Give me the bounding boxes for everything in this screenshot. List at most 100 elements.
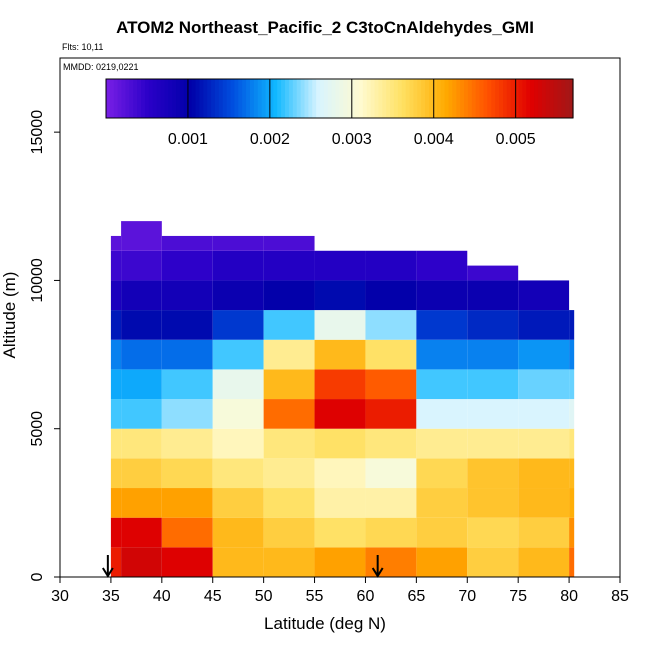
colorbar-swatch [522,79,527,118]
heatmap-cell [121,399,162,429]
colorbar-swatch [343,79,348,118]
colorbar-swatch [195,79,200,118]
heatmap-cell [161,310,213,340]
heatmap-cell [161,399,213,429]
heatmap-cell [110,310,122,340]
heatmap-cell [263,369,315,400]
colorbar-swatch [545,79,551,118]
x-tick-label: 85 [611,588,629,605]
colorbar-swatch [444,79,450,118]
heatmap-cell [161,488,213,518]
colorbar-swatch [514,79,520,118]
heatmap-cell [263,235,315,251]
colorbar-swatch [246,79,251,118]
heatmap-cell [569,369,575,400]
colorbar-swatch [534,79,539,118]
heatmap-cell [212,250,264,281]
colorbar-tick-label: 0.003 [332,131,372,148]
colorbar-swatch [405,79,411,118]
colorbar-swatch [323,79,329,118]
colorbar-swatch [557,79,562,118]
heatmap-cell [121,458,162,489]
heatmap-cell [263,339,315,370]
heatmap-cell [467,547,519,577]
colorbar-swatch [327,79,333,118]
heatmap-cell [121,488,162,518]
heatmap-cell [263,428,315,459]
dates-label: MMDD: 0219,0221 [63,62,139,72]
heatmap-cell [121,369,162,400]
colorbar-tick-label: 0.001 [168,131,208,148]
colorbar-swatch [152,79,158,118]
x-tick-label: 45 [204,588,222,605]
heatmap-cell [467,458,519,489]
x-tick-label: 35 [102,588,120,605]
heatmap-cell [467,399,519,429]
heatmap-cell [569,488,575,518]
heatmap-cell [365,250,417,281]
colorbar-swatch [281,79,286,118]
colorbar-swatch [355,79,360,118]
colorbar-swatch [553,79,559,118]
colorbar-swatch [335,79,341,118]
heatmap-cell [161,547,213,577]
colorbar-swatch [117,79,123,118]
heatmap-cell [121,517,162,548]
colorbar-swatch [113,79,119,118]
colorbar-swatch [273,79,278,118]
colorbar-swatch [448,79,453,118]
heatmap-cell [161,458,213,489]
x-tick-label: 70 [458,588,476,605]
heatmap-cell [212,310,264,340]
colorbar-tick-label: 0.005 [496,131,536,148]
colorbar-swatch [370,79,376,118]
colorbar-swatch [296,79,302,118]
colorbar-swatch [378,79,383,118]
colorbar-swatch [467,79,473,118]
heatmap-cell [569,458,575,489]
colorbar-swatch [425,79,430,118]
heatmap-cell [314,339,366,370]
colorbar-swatch [569,79,574,118]
colorbar-swatch [199,79,204,118]
heatmap-cell [365,458,417,489]
x-tick-label: 40 [153,588,171,605]
colorbar-swatch [109,79,115,118]
colorbar-swatch [292,79,298,118]
colorbar-swatch [133,79,138,118]
heatmap-cell [416,250,468,281]
x-tick-label: 55 [306,588,324,605]
heatmap-cell [110,399,122,429]
x-tick-label: 75 [509,588,527,605]
colorbar-swatch [510,79,516,118]
colorbar-swatch [495,79,500,118]
x-tick-label: 65 [407,588,425,605]
heatmap-cell [569,339,575,370]
heatmap-cell [416,488,468,518]
y-axis-label: Altitude (m) [0,271,19,359]
heatmap-cell [416,547,468,577]
heatmap-cell [365,310,417,340]
heatmap-cell [365,369,417,400]
colorbar-swatch [362,79,368,118]
colorbar-swatch [537,79,543,118]
heatmap-cell [518,517,570,548]
colorbar-swatch [417,79,422,118]
colorbar-swatch [129,79,134,118]
colorbar-swatch [160,79,165,118]
heatmap-cell [110,250,122,281]
colorbar-swatch [502,79,508,118]
x-tick-label: 30 [51,588,69,605]
colorbar-tick-label: 0.002 [250,131,290,148]
heatmap-cell [416,399,468,429]
heatmap-cell [212,235,264,251]
colorbar-swatch [483,79,488,118]
x-tick-label: 80 [560,588,578,605]
heatmap-cell [569,517,575,548]
colorbar-swatch [452,79,457,118]
colorbar-swatch [156,79,162,118]
heatmap-cell [518,369,570,400]
colorbar-swatch [230,79,236,118]
heatmap-cell [518,339,570,370]
colorbar-swatch [526,79,531,118]
